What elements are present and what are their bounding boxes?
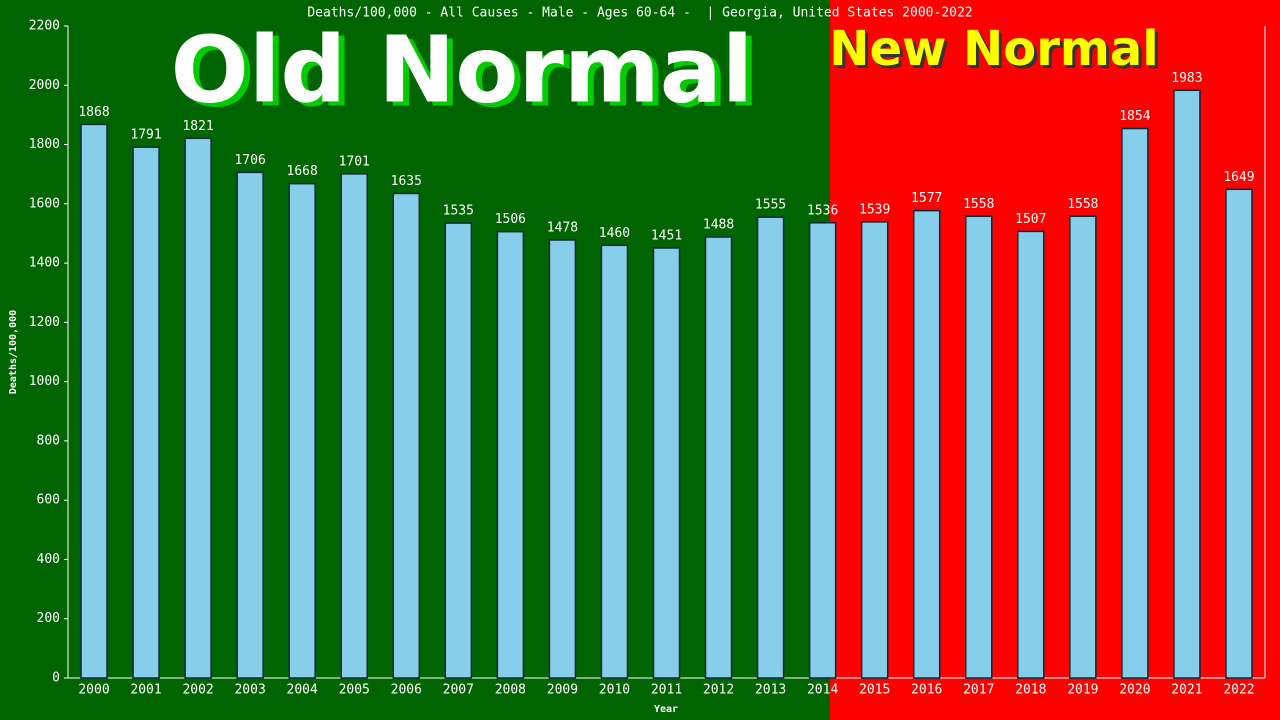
data-label: 1701 [339, 154, 370, 169]
x-tick-label: 2006 [391, 683, 422, 698]
y-tick-label: 600 [37, 493, 60, 508]
bar [392, 192, 421, 679]
bar [1069, 215, 1097, 679]
bar [1121, 127, 1149, 679]
y-tick-label: 1400 [29, 256, 60, 271]
x-tick-label: 2016 [911, 683, 942, 698]
data-label: 1536 [807, 203, 838, 218]
data-label: 1558 [963, 197, 994, 212]
annotations: Old Normal Old Normal New Normal New Nor… [171, 16, 1162, 127]
data-label: 1539 [859, 202, 890, 217]
bar [444, 222, 473, 679]
x-tick-label: 2015 [859, 683, 890, 698]
y-tick-label: 400 [37, 552, 60, 567]
bar [652, 247, 681, 679]
bar [1017, 230, 1045, 679]
bar [236, 171, 264, 679]
x-tick-label: 2021 [1171, 683, 1202, 698]
y-tick-label: 2200 [29, 19, 60, 34]
data-label: 1983 [1171, 71, 1202, 86]
x-axis-label: Year [654, 704, 678, 715]
x-tick-label: 2013 [755, 683, 786, 698]
data-label: 1555 [755, 198, 786, 213]
annotation-shadow: New Normal [832, 24, 1161, 80]
bar [965, 215, 993, 679]
y-tick-label: 2000 [29, 78, 60, 93]
data-label: 1868 [78, 105, 109, 120]
data-label: 1577 [911, 191, 942, 206]
bar [496, 230, 525, 679]
new-normal-background [830, 0, 1280, 720]
y-tick-label: 800 [37, 433, 60, 448]
x-tick-label: 2001 [130, 683, 161, 698]
data-label: 1488 [703, 218, 734, 233]
annotation-shadow: Old Normal [177, 20, 760, 127]
chart-title: Deaths/100,000 - All Causes - Male - Age… [307, 6, 972, 21]
data-label: 1649 [1223, 170, 1254, 185]
y-tick-label: 1000 [29, 374, 60, 389]
data-label: 1535 [443, 204, 474, 219]
bar [860, 221, 889, 679]
data-label: 1558 [1067, 197, 1098, 212]
bar [1225, 188, 1253, 679]
x-tick-label: 2009 [547, 683, 578, 698]
data-label: 1506 [495, 212, 526, 227]
x-tick-label: 2020 [1119, 683, 1150, 698]
x-tick-label: 2012 [703, 683, 734, 698]
x-tick-label: 2000 [78, 683, 109, 698]
bar [600, 244, 629, 679]
x-tick-label: 2005 [339, 683, 370, 698]
data-label: 1821 [182, 119, 213, 134]
annotation: New Normal [829, 21, 1158, 77]
data-label: 1507 [1015, 212, 1046, 227]
x-tick-label: 2008 [495, 683, 526, 698]
x-tick-label: 2014 [807, 683, 838, 698]
bar [184, 137, 212, 679]
x-tick-label: 2010 [599, 683, 630, 698]
data-label: 1635 [391, 174, 422, 189]
data-label: 1668 [287, 164, 318, 179]
x-tick-label: 2022 [1223, 683, 1254, 698]
x-tick-label: 2007 [443, 683, 474, 698]
bar [340, 173, 368, 679]
annotation: Old Normal [171, 16, 754, 123]
x-tick-label: 2011 [651, 683, 682, 698]
y-tick-label: 1200 [29, 315, 60, 330]
x-tick-label: 2002 [182, 683, 213, 698]
x-tick-label: 2019 [1067, 683, 1098, 698]
bar [80, 123, 108, 679]
data-label: 1478 [547, 220, 578, 235]
bar [1173, 89, 1201, 679]
x-tick-label: 2017 [963, 683, 994, 698]
x-tick-label: 2004 [287, 683, 318, 698]
y-tick-label: 1600 [29, 196, 60, 211]
bar [288, 182, 316, 679]
data-label: 1460 [599, 226, 630, 241]
data-label: 1451 [651, 228, 682, 243]
data-label: 1791 [130, 128, 161, 143]
bar [704, 236, 733, 679]
y-tick-label: 200 [37, 611, 60, 626]
y-axis-label: Deaths/100,000 [8, 310, 19, 394]
data-label: 1706 [234, 153, 265, 168]
x-tick-label: 2018 [1015, 683, 1046, 698]
bar [756, 216, 785, 679]
bar [912, 209, 941, 679]
y-tick-label: 0 [52, 671, 60, 686]
x-tick-label: 2003 [234, 683, 265, 698]
bar [808, 222, 837, 679]
bar [132, 146, 160, 679]
data-label: 1854 [1119, 109, 1150, 124]
bar [548, 239, 577, 679]
y-tick-label: 1800 [29, 137, 60, 152]
